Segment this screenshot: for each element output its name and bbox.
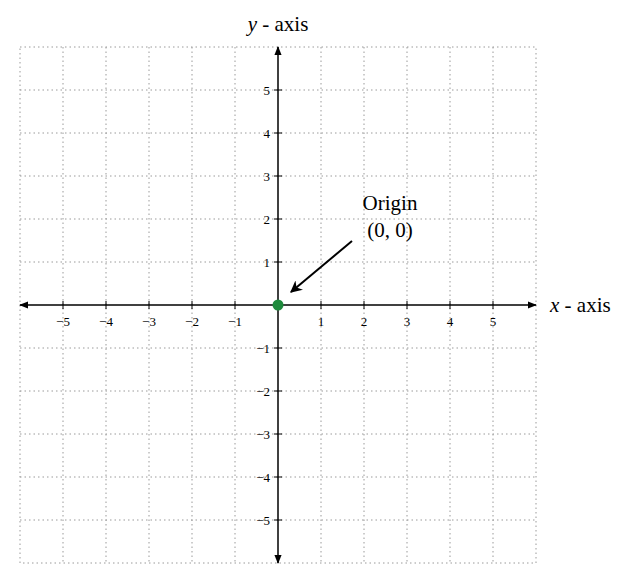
y-tick xyxy=(274,348,282,349)
x-grid-line xyxy=(106,47,107,563)
x-tick-label: −2 xyxy=(185,314,199,329)
y-tick xyxy=(274,520,282,521)
x-tick-label: −1 xyxy=(228,314,242,329)
y-tick-label: 5 xyxy=(264,83,271,98)
x-axis-title: x - axis xyxy=(549,293,611,317)
y-tick xyxy=(274,262,282,263)
y-axis-title: y - axis xyxy=(246,12,309,36)
x-tick-label: 3 xyxy=(404,314,411,329)
x-tick xyxy=(192,301,193,309)
x-tick xyxy=(450,301,451,309)
x-grid-line xyxy=(493,47,494,563)
x-tick-label: 4 xyxy=(447,314,454,329)
x-tick xyxy=(407,301,408,309)
chart-svg: −5 −4 −3 −2 −1 1 2 3 4 5 −5 −4 −3 −2 −1 1 2 3 4 5 x - axis y … xyxy=(0,0,644,571)
x-tick-label: 5 xyxy=(490,314,497,329)
y-tick-label: 1 xyxy=(264,255,271,270)
annotation-text: (0, 0) xyxy=(367,218,413,242)
y-tick-label: −2 xyxy=(256,384,270,399)
plot-frame xyxy=(20,47,536,563)
y-grid-line xyxy=(20,219,536,220)
x-grid-line xyxy=(63,47,64,563)
y-grid-line xyxy=(20,90,536,91)
annotation-text: Origin xyxy=(363,191,418,215)
y-tick xyxy=(274,391,282,392)
y-tick xyxy=(274,133,282,134)
annotation-arrow xyxy=(291,241,352,292)
y-tick-label: −3 xyxy=(256,427,270,442)
y-tick xyxy=(274,477,282,478)
y-grid-line xyxy=(20,434,536,435)
x-tick-label: −3 xyxy=(142,314,156,329)
x-tick xyxy=(149,301,150,309)
x-grid-line xyxy=(450,47,451,563)
y-grid-line xyxy=(20,477,536,478)
x-tick-label: 1 xyxy=(318,314,325,329)
y-grid-line xyxy=(20,133,536,134)
y-tick xyxy=(274,90,282,91)
y-tick xyxy=(274,219,282,220)
chart-container: −5 −4 −3 −2 −1 1 2 3 4 5 −5 −4 −3 −2 −1 1 2 3 4 5 x - axis y … xyxy=(0,0,644,571)
y-tick xyxy=(274,434,282,435)
y-tick-label: −4 xyxy=(256,470,270,485)
x-tick xyxy=(321,301,322,309)
x-tick xyxy=(106,301,107,309)
x-grid-line xyxy=(321,47,322,563)
x-tick xyxy=(364,301,365,309)
x-grid-line xyxy=(364,47,365,563)
x-tick-label: 2 xyxy=(361,314,368,329)
x-tick xyxy=(235,301,236,309)
y-grid-line xyxy=(20,176,536,177)
grid xyxy=(20,47,536,563)
x-tick-label: −5 xyxy=(56,314,70,329)
y-grid-line xyxy=(20,391,536,392)
y-tick-label: −5 xyxy=(256,513,270,528)
x-grid-line xyxy=(192,47,193,563)
y-tick-label: −1 xyxy=(256,341,270,356)
x-tick xyxy=(63,301,64,309)
x-tick xyxy=(493,301,494,309)
axes: −5 −4 −3 −2 −1 1 2 3 4 5 −5 −4 −3 −2 −1 1 2 3 4 5 xyxy=(20,47,536,563)
y-tick xyxy=(274,176,282,177)
x-grid-line xyxy=(407,47,408,563)
y-tick-label: 3 xyxy=(264,169,271,184)
x-tick-label: −4 xyxy=(99,314,113,329)
y-grid-line xyxy=(20,262,536,263)
y-tick-label: 2 xyxy=(264,212,271,227)
y-tick-label: 4 xyxy=(264,126,271,141)
y-grid-line xyxy=(20,520,536,521)
x-grid-line xyxy=(149,47,150,563)
point xyxy=(273,300,284,311)
y-grid-line xyxy=(20,348,536,349)
x-grid-line xyxy=(235,47,236,563)
data-layer xyxy=(273,300,284,311)
